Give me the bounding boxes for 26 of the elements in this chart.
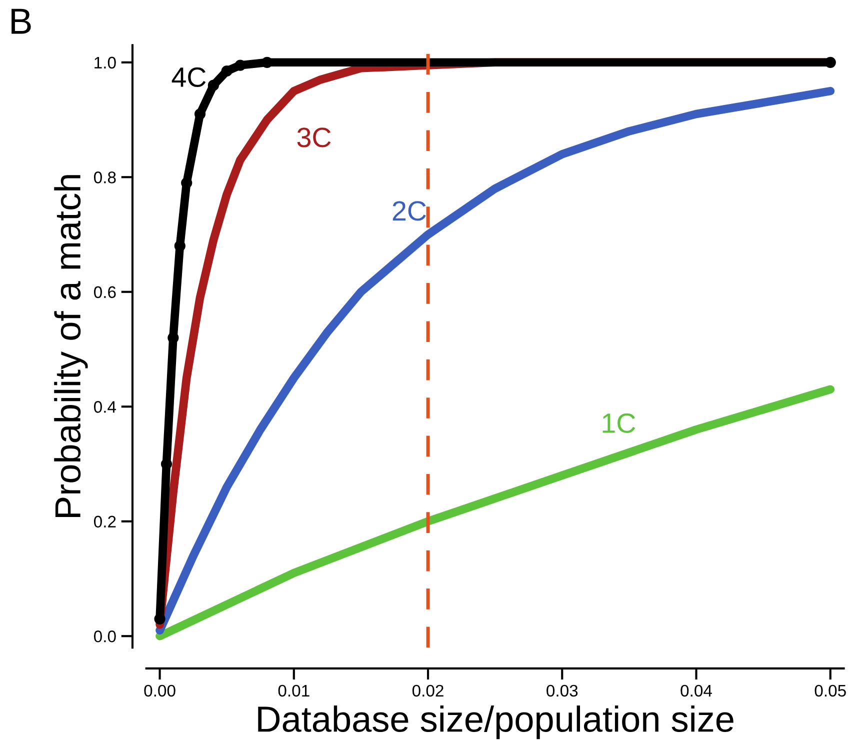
series-label: 2C [392, 201, 426, 221]
point [174, 240, 186, 252]
point [168, 332, 179, 344]
x-tick-label: 0.05 [814, 684, 846, 697]
y-tick-label: 0.0 [94, 630, 116, 642]
point [208, 80, 219, 91]
y-tick-label: 0.8 [94, 172, 116, 184]
y-tick-label: 0.6 [94, 286, 116, 298]
point [234, 60, 246, 71]
point [221, 65, 232, 77]
series-label: 1C [602, 413, 636, 434]
point [194, 108, 206, 120]
y-tick-label: 0.4 [94, 401, 116, 413]
x-tick-label: 0.04 [680, 684, 712, 697]
x-tick-label: 0.01 [278, 684, 310, 697]
x-axis-title: Database size/population size [258, 705, 734, 740]
x-tick-label: 0.03 [546, 684, 578, 697]
x-tick-label: 0.02 [412, 684, 444, 697]
y-axis-title: Probability of a match [54, 175, 88, 518]
y-tick-label: 0.2 [94, 516, 116, 528]
series-label: 3C [297, 128, 331, 148]
series-label: 4C [172, 67, 206, 88]
point [181, 177, 192, 188]
x-tick-label: 0.00 [144, 684, 176, 697]
text: B [12, 8, 31, 34]
y-tick-label: 1.0 [94, 56, 116, 69]
